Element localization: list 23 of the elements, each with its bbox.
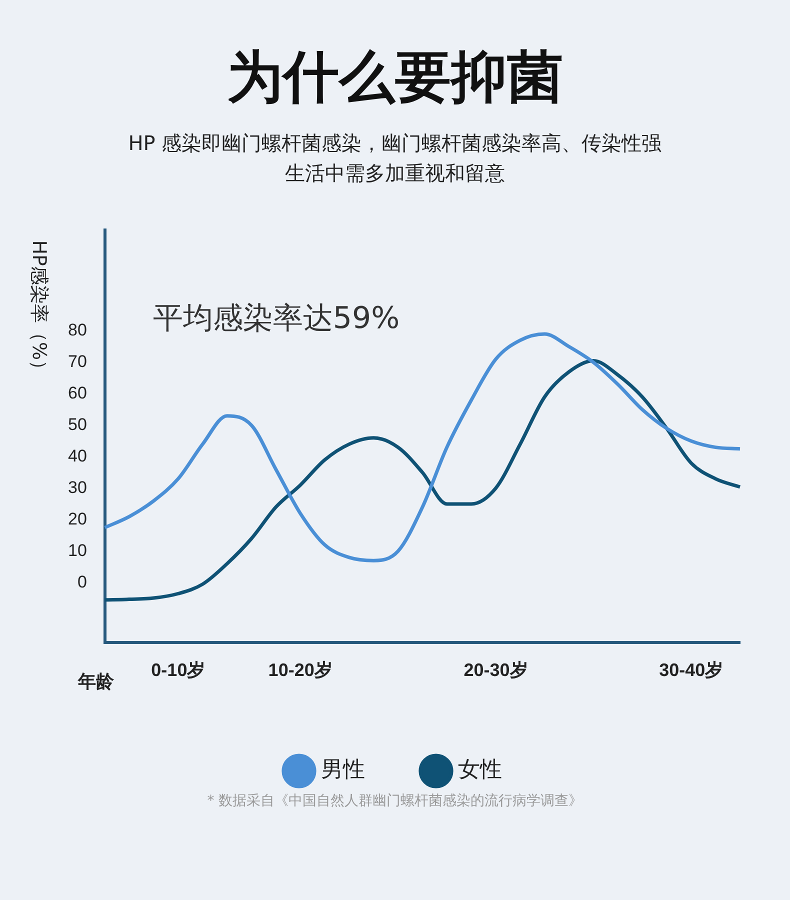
y-tick-label: 50 (68, 414, 87, 434)
y-tick-label: 80 (68, 320, 87, 340)
x-tick-label: 0-10岁 (151, 660, 206, 680)
x-axis-title: 年龄 (77, 672, 115, 693)
y-tick-label: 0 (77, 572, 87, 592)
chart-subtitle: HP 感染即幽门螺杆菌感染，幽门螺杆菌感染率高、传染性强生活中需多加重视和留意 (127, 130, 663, 187)
text: * 数据采自《中国自然人群幽门螺杆菌感染的流行病学调查》 (206, 792, 584, 810)
x-tick-label: 30-40岁 (659, 660, 724, 680)
y-tick-label: 70 (68, 352, 87, 372)
y-tick-label: 20 (68, 509, 87, 528)
legend-label: 女性 (458, 758, 502, 783)
y-tick-label: 30 (68, 478, 87, 497)
annotation: 平均感染率达59% (152, 300, 400, 336)
y-tick-label: 10 (68, 540, 87, 560)
y-tick-label: 60 (68, 384, 87, 403)
line-series (103, 332, 742, 562)
y-tick-label: 40 (68, 446, 87, 466)
legend-label: 男性 (321, 758, 365, 783)
x-tick-label: 10-20岁 (268, 660, 332, 680)
line-series (103, 359, 742, 602)
chart-title: 为什么要抑菌 (226, 44, 564, 112)
x-tick-label: 20-30岁 (464, 660, 528, 680)
y-axis-title: HP感染率（%） (28, 240, 50, 380)
